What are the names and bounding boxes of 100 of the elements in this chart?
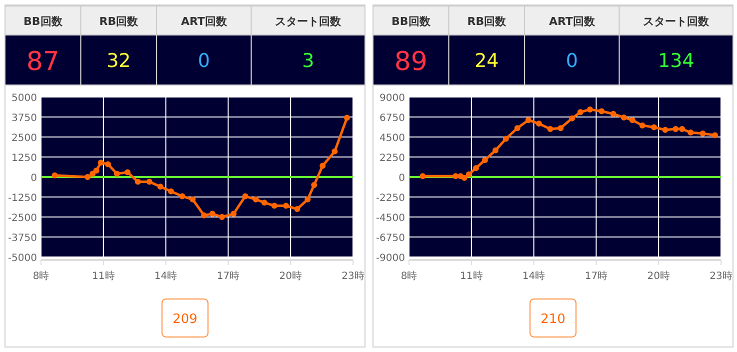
x-tick-label: 11時 xyxy=(92,270,115,282)
point xyxy=(114,170,120,177)
point xyxy=(472,165,479,172)
category-label: スタート回数 xyxy=(643,15,710,28)
data-label: 0 xyxy=(198,50,210,72)
y-tick-label: -5000 xyxy=(8,253,37,264)
point xyxy=(662,126,668,133)
x-tick-label: 20時 xyxy=(279,270,302,282)
point xyxy=(569,115,576,122)
point xyxy=(610,110,616,117)
point xyxy=(261,200,268,206)
point xyxy=(344,114,350,121)
x-tick-label: 14時 xyxy=(154,270,178,282)
x-tick-label: 23時 xyxy=(710,270,732,282)
point xyxy=(629,117,636,124)
x-tick-label: 8時 xyxy=(32,270,50,282)
y-tick-label: 0 xyxy=(30,173,37,184)
point xyxy=(688,130,694,136)
y-tick-label: -2500 xyxy=(8,213,37,224)
point xyxy=(271,202,278,209)
point xyxy=(168,188,174,194)
point xyxy=(502,136,509,142)
category-label: ART回数 xyxy=(548,15,596,28)
point xyxy=(514,125,520,132)
point xyxy=(93,168,100,174)
point xyxy=(639,122,646,128)
point xyxy=(146,178,152,185)
point xyxy=(482,157,488,164)
point xyxy=(525,117,532,124)
y-tick-label: 4500 xyxy=(380,133,405,144)
point xyxy=(218,214,225,220)
data-label: 0 xyxy=(566,50,578,72)
point xyxy=(547,126,554,132)
category-label: ART回数 xyxy=(180,15,228,28)
point xyxy=(98,160,104,166)
point xyxy=(651,124,658,130)
point xyxy=(620,114,627,120)
point xyxy=(252,196,259,202)
point xyxy=(598,108,605,114)
data-label: 89 xyxy=(394,47,428,77)
x-tick-label: 23時 xyxy=(342,270,364,282)
y-tick-label: 3750 xyxy=(12,113,37,124)
y-tick-label: -4500 xyxy=(376,213,405,224)
text: 209 xyxy=(172,312,198,327)
x-tick-label: 8時 xyxy=(400,270,418,282)
point xyxy=(586,106,593,112)
point xyxy=(304,196,311,202)
x-tick-label: 17時 xyxy=(216,270,240,282)
point xyxy=(104,161,111,168)
point xyxy=(712,132,718,138)
point xyxy=(294,206,300,212)
point xyxy=(84,174,91,180)
x-tick-label: 14時 xyxy=(522,270,546,282)
point xyxy=(461,174,468,181)
point xyxy=(209,210,216,217)
data-label: 3 xyxy=(302,50,314,72)
point xyxy=(242,193,248,200)
category-label: BB回数 xyxy=(24,15,64,28)
data-label: 134 xyxy=(658,50,694,72)
data-label: 87 xyxy=(26,47,60,77)
y-tick-label: 6750 xyxy=(380,113,405,124)
point xyxy=(157,184,164,190)
y-tick-label: -2250 xyxy=(376,193,405,204)
y-tick-label: -3750 xyxy=(8,233,37,244)
category-label: RB回数 xyxy=(467,15,508,28)
category-label: スタート回数 xyxy=(275,15,342,28)
data-label: 32 xyxy=(106,50,131,72)
category-label: RB回数 xyxy=(99,15,140,28)
point xyxy=(124,169,131,176)
point xyxy=(134,178,141,185)
point xyxy=(672,126,679,132)
point xyxy=(52,172,58,178)
x-tick-label: 11時 xyxy=(460,270,483,282)
point xyxy=(311,182,318,188)
x-tick-label: 17時 xyxy=(584,270,608,282)
point xyxy=(452,173,459,180)
point xyxy=(320,162,326,169)
y-tick-label: -6750 xyxy=(376,233,405,244)
point xyxy=(179,193,186,200)
x-tick-label: 20時 xyxy=(647,270,670,282)
point xyxy=(190,196,196,202)
text: 210 xyxy=(540,312,566,327)
data-label: 24 xyxy=(474,50,499,72)
y-tick-label: 0 xyxy=(398,173,405,184)
point xyxy=(492,147,499,154)
y-tick-label: -9000 xyxy=(376,253,405,264)
point xyxy=(230,210,237,217)
y-tick-label: 2500 xyxy=(12,133,37,144)
category-label: BB回数 xyxy=(392,15,432,28)
y-tick-label: -1250 xyxy=(8,193,37,204)
y-tick-label: 5000 xyxy=(12,93,37,104)
point xyxy=(700,130,706,136)
y-tick-label: 1250 xyxy=(12,153,37,164)
point xyxy=(283,202,290,209)
point xyxy=(679,126,686,132)
point xyxy=(536,120,542,127)
point xyxy=(466,171,472,178)
y-tick-label: 9000 xyxy=(380,93,405,104)
point xyxy=(577,109,584,116)
point xyxy=(332,148,338,154)
